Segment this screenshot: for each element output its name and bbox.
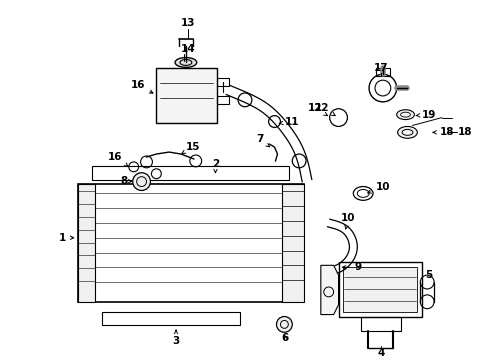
Bar — [361, 316, 400, 331]
Text: 3: 3 — [172, 330, 179, 346]
Text: 1: 1 — [59, 233, 74, 243]
Text: 5: 5 — [425, 270, 432, 280]
Text: 2: 2 — [211, 159, 219, 173]
Text: 6: 6 — [281, 333, 288, 343]
Text: 7: 7 — [256, 134, 269, 147]
Text: 15: 15 — [182, 142, 200, 153]
Text: 10: 10 — [367, 181, 389, 193]
Circle shape — [132, 173, 150, 190]
Bar — [343, 267, 416, 312]
Text: 9: 9 — [342, 262, 361, 272]
Text: 19: 19 — [415, 110, 435, 120]
Ellipse shape — [397, 126, 416, 138]
Bar — [78, 184, 95, 302]
Bar — [217, 78, 229, 86]
Text: 18: 18 — [456, 127, 471, 138]
Text: 11: 11 — [279, 117, 299, 126]
Text: 17: 17 — [373, 63, 387, 73]
Ellipse shape — [175, 58, 196, 67]
Bar — [78, 184, 304, 302]
Text: 18: 18 — [432, 127, 453, 138]
Text: 14: 14 — [180, 44, 195, 54]
Bar — [375, 68, 389, 76]
Text: 10: 10 — [341, 213, 355, 229]
Bar — [102, 312, 240, 325]
Bar — [92, 166, 289, 180]
Text: 16: 16 — [107, 152, 128, 166]
Ellipse shape — [396, 110, 413, 120]
Text: 12: 12 — [314, 103, 335, 116]
Bar — [217, 96, 229, 104]
Text: 13: 13 — [180, 18, 195, 28]
Text: 12: 12 — [307, 103, 327, 116]
Text: 8: 8 — [120, 176, 131, 186]
Bar — [338, 262, 422, 316]
Bar — [156, 68, 217, 122]
Polygon shape — [320, 265, 338, 315]
Text: 4: 4 — [376, 348, 384, 358]
Text: 16: 16 — [130, 80, 153, 93]
Bar — [282, 184, 304, 302]
Circle shape — [276, 316, 292, 332]
